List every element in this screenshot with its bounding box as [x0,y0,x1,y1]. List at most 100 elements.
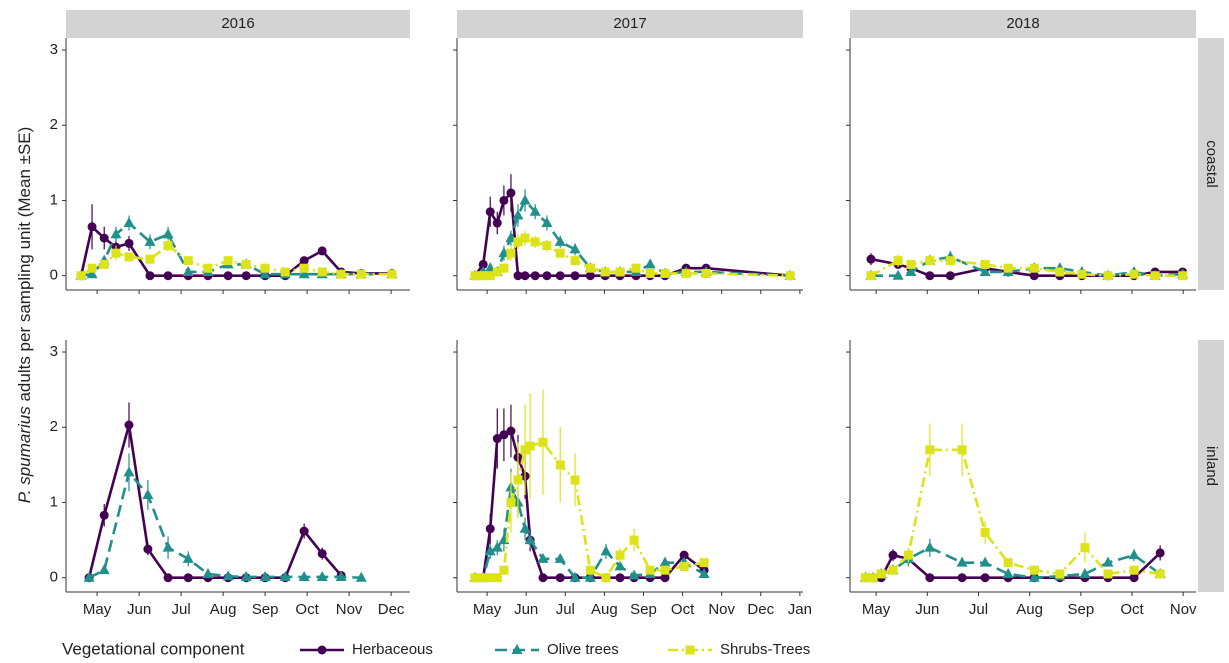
series-line [80,221,392,277]
marker [299,263,309,273]
marker [679,550,689,560]
marker [600,545,612,556]
marker [499,565,509,575]
marker [925,573,935,583]
marker [1029,263,1039,273]
marker [868,573,878,583]
marker [785,271,795,281]
marker [98,564,110,575]
marker [163,241,173,251]
marker [1129,573,1139,583]
y-tick-label: 3 [50,343,58,360]
x-tick-label: Aug [210,601,237,618]
x-tick-label: Oct [295,601,319,618]
legend-title: Vegetational component [62,639,245,658]
marker [492,267,502,277]
marker [99,510,109,520]
marker [499,195,509,205]
marker [259,268,271,279]
marker [645,268,655,278]
marker [530,237,540,247]
x-tick-label: Jul [171,601,190,618]
marker [520,233,530,243]
marker [945,256,955,266]
marker [485,524,495,534]
marker [538,437,548,447]
marker [162,228,174,239]
series-line [88,469,362,580]
marker [87,222,97,232]
marker [980,259,990,269]
x-tick-label: Jul [969,601,988,618]
marker [485,573,495,583]
marker [1079,567,1091,578]
marker [163,573,173,583]
marker [925,256,935,266]
marker [506,188,516,198]
marker [1029,565,1039,575]
x-tick-label: Jun [514,601,538,618]
x-tick-label: May [473,601,502,618]
x-tick-label: Sep [1067,601,1094,618]
y-tick-label: 2 [50,116,58,133]
marker [1128,549,1140,560]
facet-strip [850,10,1196,38]
marker [679,561,689,571]
marker [1178,271,1188,281]
marker [317,246,327,256]
marker [317,267,327,277]
marker [601,573,611,583]
y-tick-label: 1 [50,191,58,208]
x-tick-label: Jan [788,601,812,618]
marker [99,259,109,269]
marker [279,570,291,581]
marker [241,271,251,281]
marker [520,271,530,281]
marker [585,263,595,273]
marker [1103,271,1113,281]
marker [83,571,95,582]
x-tick-label: Sep [630,601,657,618]
marker [1102,556,1114,567]
marker [145,271,155,281]
marker [144,235,156,246]
marker [492,434,502,444]
marker [1077,269,1087,279]
marker [980,573,990,583]
x-tick-label: Nov [1170,601,1197,618]
marker [513,475,523,485]
marker [1002,567,1014,578]
marker [1029,271,1039,281]
marker [979,556,991,567]
marker [485,207,495,217]
marker [1129,565,1139,575]
marker [628,569,640,580]
marker [1155,569,1165,579]
legend-marker [317,645,327,655]
marker [356,269,366,279]
marker [87,263,97,273]
marker [530,271,540,281]
marker [470,271,480,281]
marker [202,567,214,578]
facet-strip [1198,38,1224,290]
marker [1129,269,1139,279]
marker [86,268,98,279]
facet-strip [457,10,803,38]
marker [541,217,553,228]
marker [491,541,503,552]
marker [529,205,541,216]
marker [681,268,691,278]
x-tick-label: May [83,601,112,618]
y-tick-label: 2 [50,418,58,435]
marker [570,256,580,266]
y-tick-label: 3 [50,41,58,58]
facet-strip [66,10,410,38]
marker [1003,263,1013,273]
x-tick-label: Dec [747,601,774,618]
marker [182,265,194,276]
x-tick-label: Aug [591,601,618,618]
marker [355,571,367,582]
marker [484,545,496,556]
